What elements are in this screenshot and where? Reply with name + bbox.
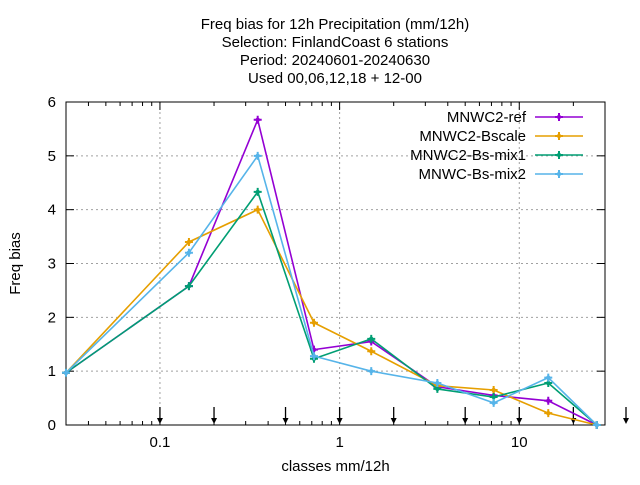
threshold-arrow-head <box>623 418 629 424</box>
data-point-dot <box>186 250 192 255</box>
data-point-dot <box>491 400 496 406</box>
data-point-dot <box>255 189 260 195</box>
series-mnwc-bs-mix2 <box>62 151 601 429</box>
chart-title-line: Freq bias for 12h Precipitation (mm/12h) <box>201 16 469 33</box>
data-point-dot <box>63 370 69 375</box>
x-tick-label: 1 <box>335 434 343 451</box>
data-point-dot <box>369 336 374 342</box>
threshold-arrow-head <box>156 418 163 424</box>
legend-label: MNWC-Bs-mix2 <box>419 166 526 183</box>
y-tick-label: 0 <box>48 417 56 434</box>
chart-title-line: Used 00,06,12,18 + 12-00 <box>248 70 422 87</box>
threshold-arrow-head <box>462 418 469 424</box>
y-axis-label: Freq bias <box>7 232 24 295</box>
chart-title-line: Period: 20240601-20240630 <box>240 52 430 69</box>
legend-label: MNWC2-Bscale <box>419 128 526 145</box>
y-tick-label: 3 <box>48 256 56 273</box>
threshold-arrow-head <box>336 418 343 424</box>
chart-title-line: Selection: FinlandCoast 6 stations <box>222 34 449 51</box>
legend-marker-dot <box>556 133 562 139</box>
data-point-dot <box>594 422 599 428</box>
data-point-dot <box>546 380 551 386</box>
x-tick-label: 0.1 <box>150 434 171 451</box>
data-point-dot <box>491 394 496 400</box>
data-point-dot <box>369 349 374 354</box>
legend-marker-dot <box>556 152 562 158</box>
data-point-dot <box>255 153 260 159</box>
data-point-dot <box>546 375 551 380</box>
grid-lines <box>66 102 605 425</box>
series-line <box>65 190 598 426</box>
data-point-dot <box>546 398 551 403</box>
data-point-dot <box>369 368 374 374</box>
series-line <box>65 154 598 426</box>
legend-marker-dot <box>556 171 562 177</box>
data-point-dot <box>255 207 260 212</box>
y-tick-label: 1 <box>48 363 56 380</box>
x-tick-label: 10 <box>511 434 528 451</box>
y-tick-label: 5 <box>48 148 56 165</box>
x-axis-label: classes mm/12h <box>281 458 389 475</box>
legend-marker-dot <box>556 114 562 120</box>
series-mnwc2-bs-mix1 <box>62 187 601 429</box>
threshold-arrow-head <box>390 418 397 424</box>
y-tick-label: 4 <box>48 202 56 219</box>
data-point-dot <box>491 387 496 393</box>
data-point-dot <box>435 386 440 392</box>
threshold-arrow-head <box>211 418 218 424</box>
legend-label: MNWC2-ref <box>447 109 527 126</box>
legend-label: MNWC2-Bs-mix1 <box>410 147 526 164</box>
data-point-dot <box>546 410 551 416</box>
data-point-dot <box>255 117 260 122</box>
y-tick-label: 2 <box>48 309 56 326</box>
legend: MNWC2-ref MNWC2-Bscale MNWC2-Bs-mix1 MNWC-B… <box>410 109 583 183</box>
data-point-dot <box>435 380 440 386</box>
data-point-dot <box>311 320 317 325</box>
y-tick-label: 6 <box>48 94 56 111</box>
threshold-arrow-head <box>282 418 289 424</box>
threshold-arrow-head <box>516 418 523 424</box>
data-point-dot <box>311 353 317 359</box>
data-point-dot <box>186 283 192 289</box>
data-point-dot <box>186 239 192 245</box>
